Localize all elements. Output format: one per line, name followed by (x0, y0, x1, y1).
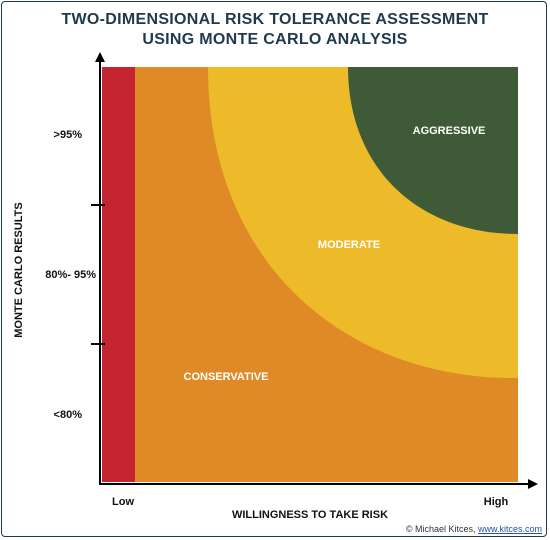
y-tick-label-low: <80% (54, 409, 83, 421)
title-line-1: TWO-DIMENSIONAL RISK TOLERANCE ASSESSMEN… (61, 11, 489, 28)
y-axis-label: MONTE CARLO RESULTS (13, 202, 25, 337)
x-axis-arrow (528, 479, 538, 489)
moderate-label: MODERATE (318, 239, 380, 251)
low-willingness-strip (102, 67, 135, 482)
x-axis-label: WILLINGNESS TO TAKE RISK (232, 509, 388, 521)
title-line-2: USING MONTE CARLO ANALYSIS (142, 31, 408, 48)
x-tick-label-high: High (484, 496, 509, 508)
aggressive-label: AGGRESSIVE (413, 125, 486, 137)
x-tick-label-low: Low (112, 496, 134, 508)
credit-prefix: © Michael Kitces, (405, 524, 476, 534)
y-tick-label-mid: 80%- 95% (45, 269, 96, 281)
copyright-credit: © Michael Kitces, www.kitces.com (406, 524, 542, 534)
aggressive-region (348, 67, 518, 234)
kitces-link[interactable]: www.kitces.com (477, 524, 542, 534)
y-axis-arrow (95, 52, 105, 62)
conservative-label: CONSERVATIVE (184, 371, 269, 383)
y-tick-label-high: >95% (54, 129, 83, 141)
chart-title: TWO-DIMENSIONAL RISK TOLERANCE ASSESSMEN… (0, 10, 550, 50)
